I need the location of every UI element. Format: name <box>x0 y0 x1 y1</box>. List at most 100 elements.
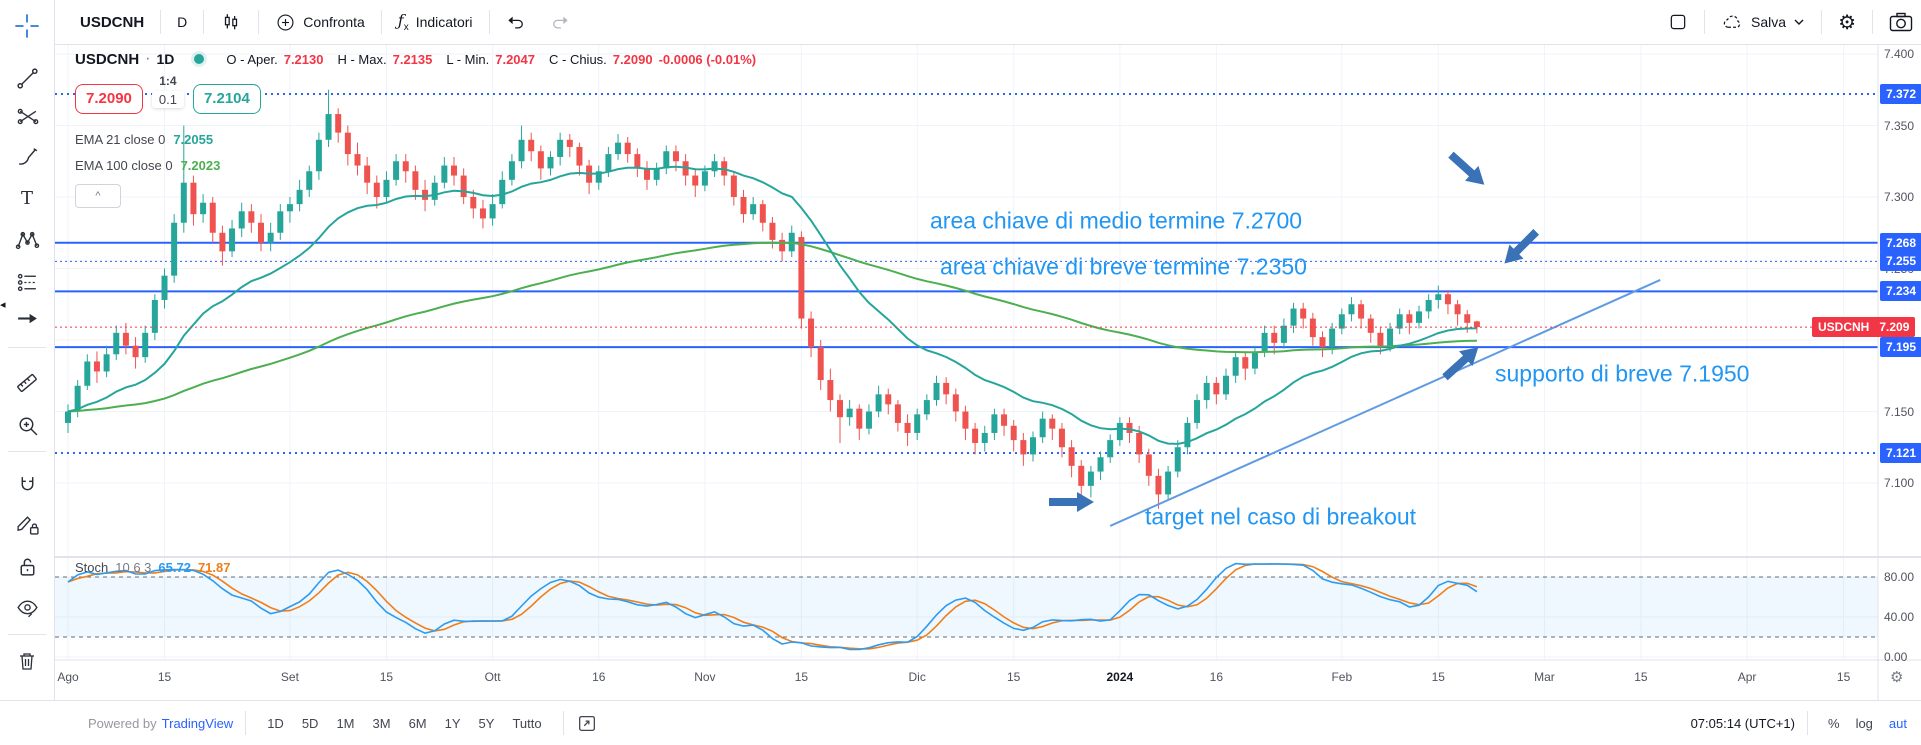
annotation-arrow-4[interactable] <box>1049 491 1095 513</box>
annotation-text-1[interactable]: area chiave di medio termine 7.2700 <box>930 207 1303 234</box>
annotation-text-2[interactable]: area chiave di breve termine 7.2350 <box>940 253 1307 280</box>
auto-scale-button[interactable]: aut <box>1888 715 1907 731</box>
ohlc-low-value: 7.2047 <box>495 51 535 67</box>
ohlc-high-label: H - Max. <box>337 51 387 67</box>
market-status-dot[interactable] <box>194 54 205 64</box>
eye-icon <box>15 596 40 621</box>
annotation-arrow-2[interactable] <box>1496 224 1544 272</box>
annotation-text-3[interactable]: supporto di breve 7.1950 <box>1495 360 1750 387</box>
arrow-tool-button[interactable] <box>10 301 44 335</box>
magnet-icon <box>15 473 40 498</box>
legend-collapse-button[interactable]: ^ <box>75 184 121 208</box>
panel-collapse-arrow[interactable]: ◂ <box>0 299 6 311</box>
redo-button[interactable] <box>538 5 582 39</box>
gann-fib-icon <box>15 104 40 129</box>
log-scale-button[interactable]: log <box>1855 715 1873 731</box>
stoch-params: 10 6 3 <box>115 560 152 575</box>
chart-legend: USDCNH · 1D O - Aper. 7.2130 H - Max. 7.… <box>75 48 756 208</box>
annotation-arrow-3[interactable] <box>1438 338 1487 385</box>
legend-separator: · <box>145 50 151 67</box>
magnet-mode-button[interactable] <box>10 468 44 502</box>
legend-symbol[interactable]: USDCNH <box>75 50 140 68</box>
left-drawing-toolbar: T <box>0 0 55 700</box>
save-button[interactable]: Salva <box>1709 5 1817 39</box>
range-6m-button[interactable]: 6M <box>408 715 427 731</box>
ema21-label[interactable]: EMA 21 close 0 <box>75 131 166 147</box>
pencil-lock-icon <box>15 511 40 536</box>
snapshot-button[interactable] <box>1877 5 1913 39</box>
remove-drawings-button[interactable] <box>10 644 44 678</box>
ohlc-low-label: L - Min. <box>446 51 490 67</box>
ohlc-close-value: 7.2090 <box>612 51 653 67</box>
settings-button[interactable]: ⚙ <box>1826 5 1868 39</box>
go-to-date-icon[interactable] <box>576 712 598 734</box>
annotation-text-4[interactable]: target nel caso di breakout <box>1145 503 1417 530</box>
trendline-group[interactable] <box>1109 279 1661 527</box>
toolbar-separator <box>8 347 46 348</box>
compare-plus-icon <box>275 12 296 33</box>
crosshair-tool-button[interactable] <box>10 9 44 43</box>
position-stop-price[interactable]: 7.2090 <box>75 84 143 114</box>
camera-icon <box>1889 10 1913 34</box>
toolbar-separator <box>1872 10 1873 34</box>
legend-interval[interactable]: 1D <box>156 51 175 67</box>
stoch-d-line <box>67 563 1478 650</box>
range-1m-button[interactable]: 1M <box>336 715 355 731</box>
price-levels[interactable] <box>55 93 1878 454</box>
gann-fib-tool-button[interactable] <box>10 99 44 133</box>
drawing-edit-lock-button[interactable] <box>10 506 44 540</box>
position-qty[interactable]: 0.1 <box>151 91 184 108</box>
annotation-arrow-1[interactable] <box>1444 146 1493 193</box>
compare-label: Confronta <box>303 14 365 30</box>
ohlc-high-value: 7.2135 <box>392 51 433 67</box>
ema100-label[interactable]: EMA 100 close 0 <box>75 157 173 173</box>
ema100 <box>67 241 1477 413</box>
forecast-tool-button[interactable] <box>10 265 44 299</box>
toolbar-separator <box>1807 711 1808 735</box>
range-5y-button[interactable]: 5Y <box>478 715 495 731</box>
brush-tool-button[interactable] <box>10 139 44 173</box>
bottom-toolbar: Powered by TradingView 1D 5D 1M 3M 6M 1Y… <box>0 700 1921 745</box>
toolbar-separator <box>245 711 247 735</box>
undo-icon <box>506 12 526 32</box>
range-5d-button[interactable]: 5D <box>301 715 319 731</box>
save-label: Salva <box>1751 14 1787 30</box>
measure-tool-button[interactable] <box>10 366 44 400</box>
layout-select-button[interactable] <box>1656 5 1700 39</box>
range-all-button[interactable]: Tutto <box>512 715 542 731</box>
redo-icon <box>550 12 570 32</box>
toolbar-separator <box>562 711 564 735</box>
position-tool-labels[interactable]: 7.2090 1:4 0.1 7.2104 <box>75 74 756 126</box>
range-1d-button[interactable]: 1D <box>267 715 284 731</box>
lock-all-drawings-button[interactable] <box>10 549 44 583</box>
stoch-name[interactable]: Stoch <box>75 560 109 575</box>
compare-button[interactable]: Confronta <box>263 5 376 39</box>
stochastic-legend: Stoch 10 6 3 65.72 71.87 <box>75 560 231 575</box>
indicators-label: Indicatori <box>415 14 473 30</box>
clock-label[interactable]: 07:05:14 (UTC+1) <box>1690 715 1795 731</box>
zoom-in-icon <box>15 413 40 438</box>
pattern-tool-button[interactable] <box>10 223 44 257</box>
undo-button[interactable] <box>494 5 538 39</box>
chart-style-button[interactable] <box>208 5 254 39</box>
zoom-in-tool-button[interactable] <box>10 408 44 442</box>
range-3m-button[interactable]: 3M <box>372 715 391 731</box>
stoch-k-line <box>67 562 1478 651</box>
percent-scale-button[interactable]: % <box>1828 715 1840 731</box>
forecast-icon <box>15 270 40 295</box>
position-target-price[interactable]: 7.2104 <box>192 84 261 114</box>
interval-button[interactable]: D <box>165 5 199 39</box>
symbol-search-button[interactable]: USDCNH <box>68 5 156 39</box>
indicators-button[interactable]: ƒx Indicatori <box>386 5 485 39</box>
tradingview-link[interactable]: TradingView <box>161 715 234 731</box>
xabcd-pattern-icon <box>15 228 40 253</box>
range-1y-button[interactable]: 1Y <box>444 715 461 731</box>
toolbar-separator <box>203 10 205 34</box>
chevron-down-icon <box>1793 18 1805 26</box>
trendline[interactable] <box>1109 279 1661 527</box>
trend-line-icon <box>15 66 40 91</box>
hide-all-drawings-button[interactable] <box>10 591 44 625</box>
trend-line-tool-button[interactable] <box>10 61 44 95</box>
text-tool-button[interactable]: T <box>10 181 44 215</box>
